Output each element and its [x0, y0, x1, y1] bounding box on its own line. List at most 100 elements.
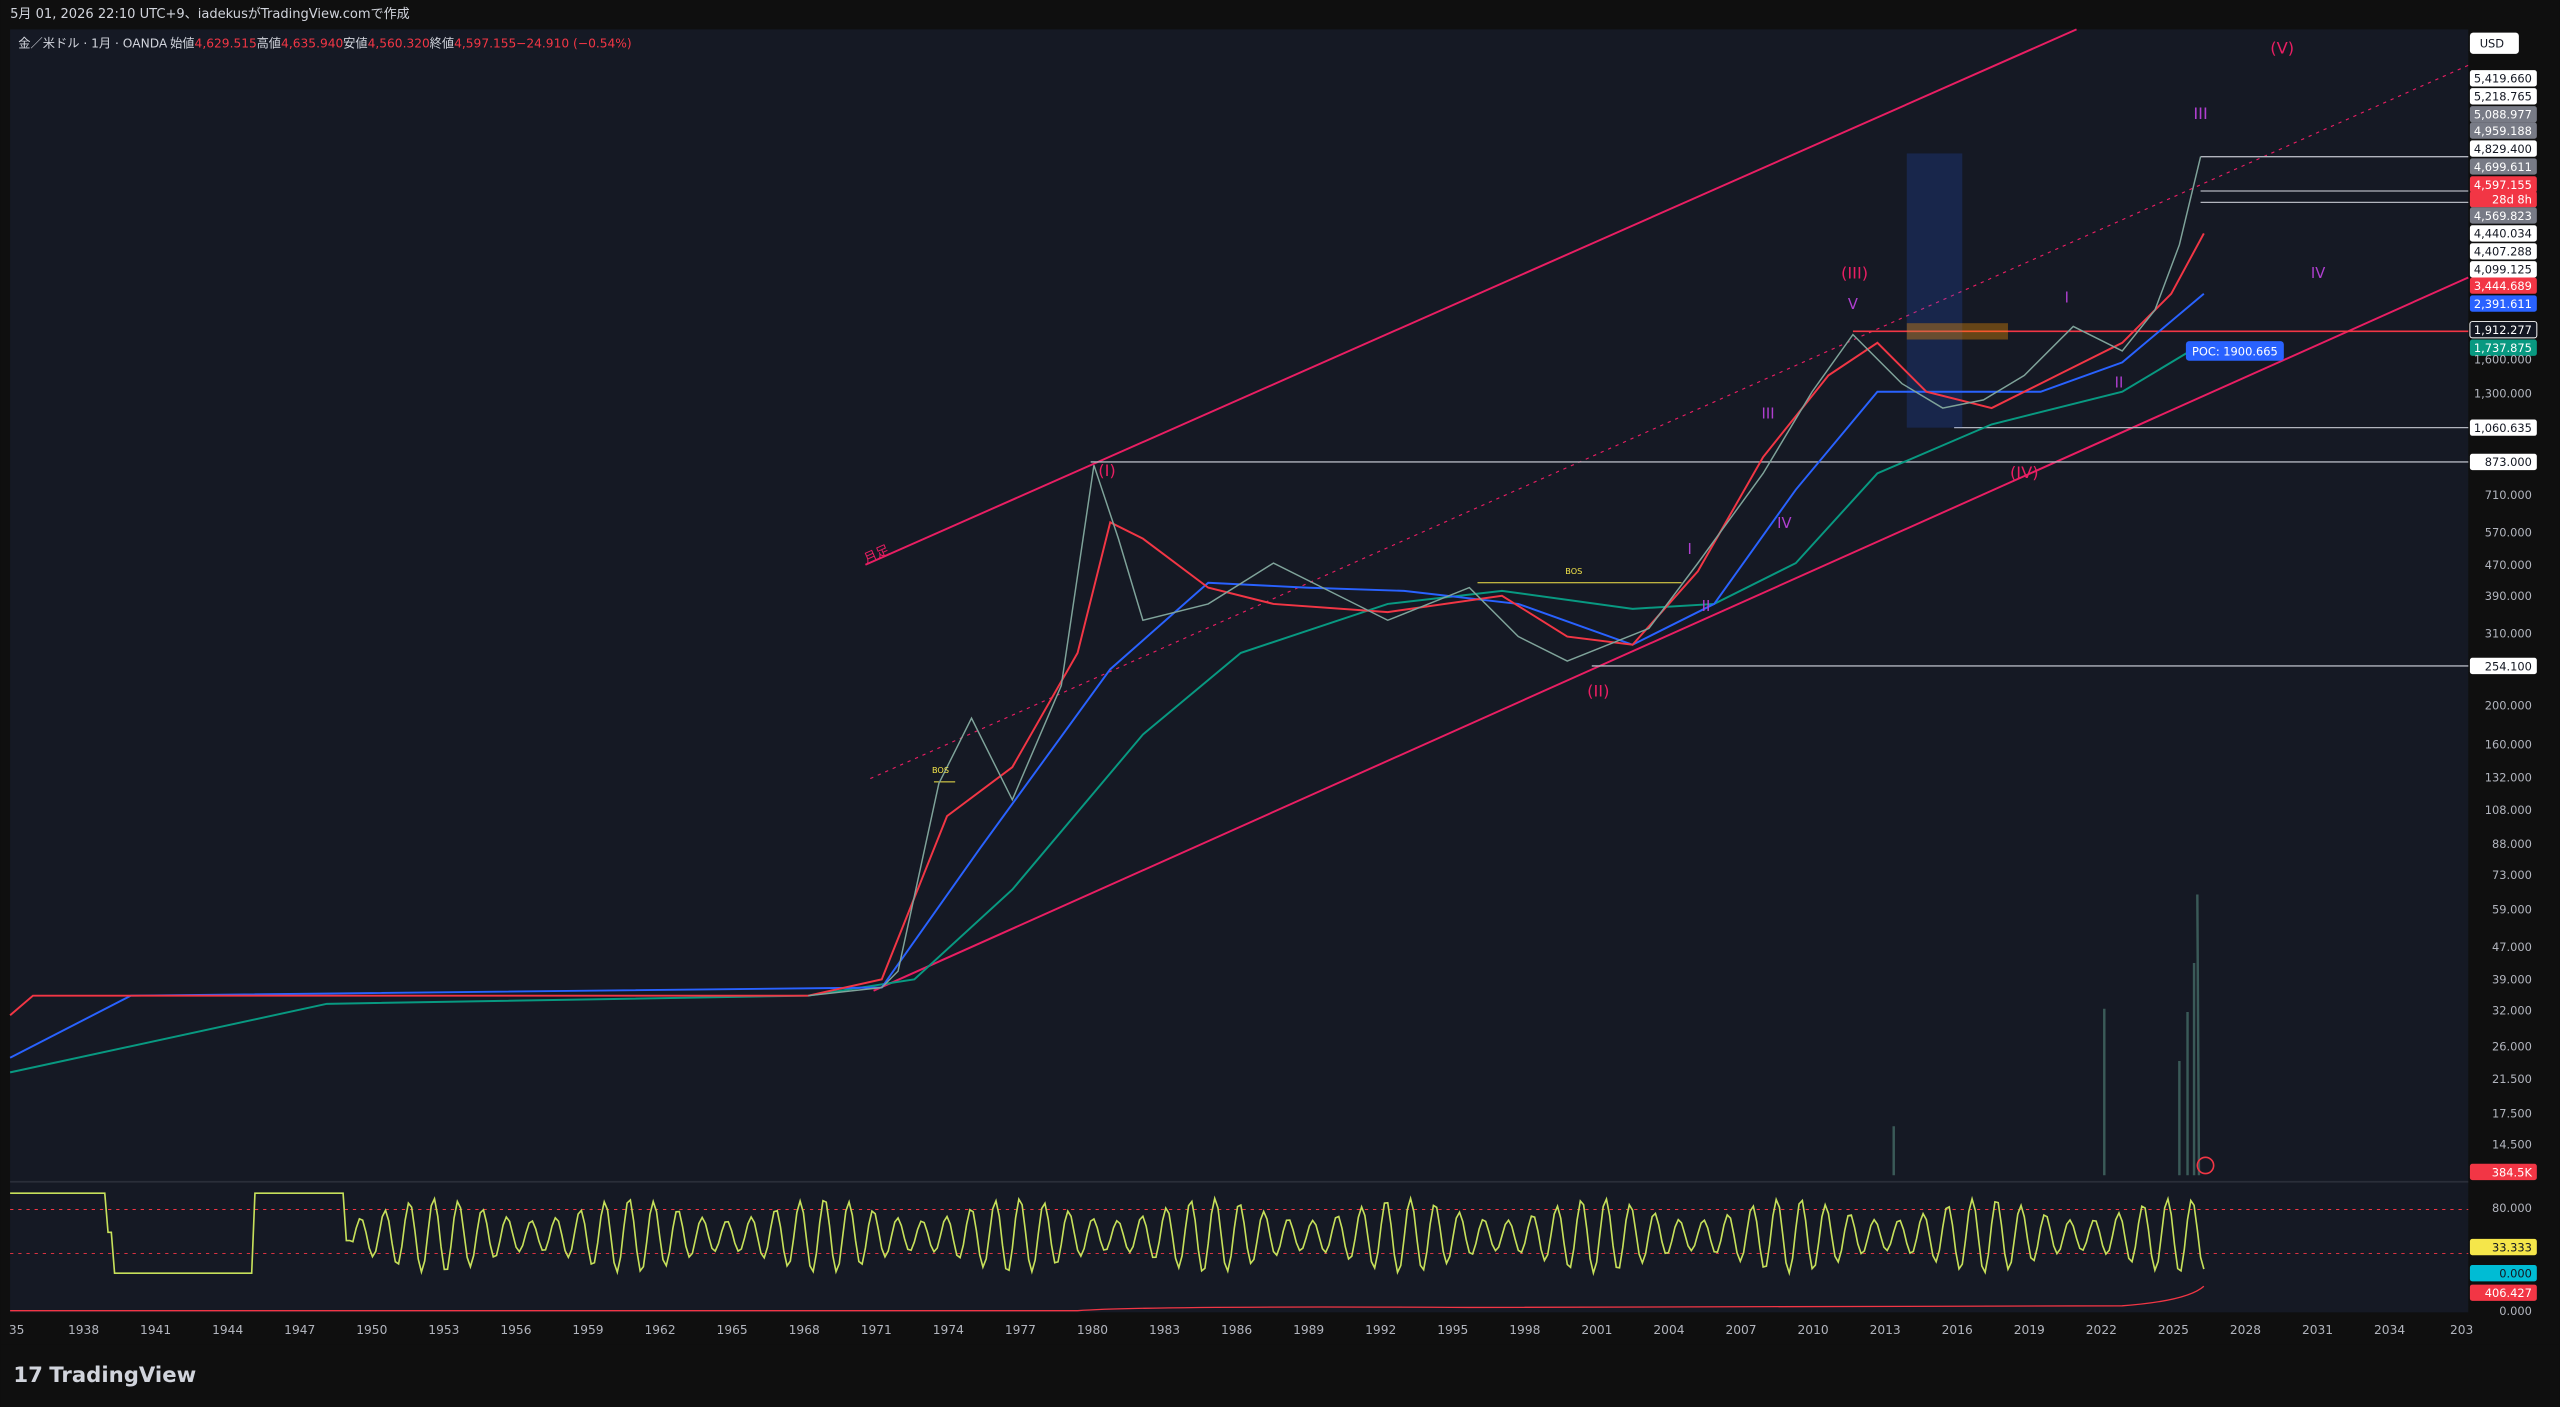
footer — [0, 1344, 2560, 1407]
price-label: 4,407.288 — [2474, 245, 2532, 259]
plot-area — [10, 29, 2469, 1313]
time-label: 2028 — [2230, 1323, 2261, 1337]
time-label: 2031 — [2302, 1323, 2333, 1337]
price-label: 1,737.875 — [2474, 341, 2532, 355]
price-label: 73.000 — [2492, 868, 2532, 882]
price-label: 33.333 — [2492, 1240, 2532, 1254]
wave-label: (II) — [1587, 682, 1609, 701]
price-label: 200.000 — [2485, 698, 2532, 712]
price-label: 160.000 — [2485, 738, 2532, 752]
price-label: 4,829.400 — [2474, 142, 2532, 156]
price-label-box — [2469, 295, 2537, 312]
price-label: 4,569.823 — [2474, 209, 2532, 223]
channel-mid — [870, 64, 2469, 780]
price-label-box — [2469, 106, 2537, 123]
wave-label: IV — [1777, 515, 1791, 532]
price-label-box — [2469, 321, 2538, 339]
wave-label: I — [1688, 541, 1692, 558]
price-label: 4,099.125 — [2474, 263, 2532, 277]
price-label-box — [2469, 1284, 2537, 1301]
time-label: 1956 — [500, 1323, 531, 1337]
time-label: 1986 — [1221, 1323, 1252, 1337]
high: 4,635.940 — [281, 37, 343, 51]
brand: TradingView — [49, 1363, 196, 1388]
close: 4,597.155 — [454, 37, 516, 51]
price-label: 384.5K — [2492, 1165, 2533, 1179]
symbol: 金／米ドル · 1月 · OANDA — [18, 37, 168, 51]
wave-label: II — [2115, 375, 2124, 392]
price-label: 470.000 — [2485, 558, 2532, 572]
price-label-box — [2469, 1238, 2537, 1256]
price-label: 406.427 — [2485, 1286, 2532, 1300]
time-label: 2001 — [1581, 1323, 1612, 1337]
price-label: 26.000 — [2492, 1040, 2532, 1054]
price-label: 28d 8h — [2492, 192, 2532, 206]
price-label: 0.000 — [2499, 1266, 2532, 1280]
price-label: 108.000 — [2485, 803, 2532, 817]
price-label: 310.000 — [2485, 627, 2532, 641]
price-label: 3,444.689 — [2474, 279, 2532, 293]
open-label: 始値 — [170, 36, 194, 51]
price-label: 80.000 — [2492, 1201, 2532, 1215]
time-label: 1962 — [645, 1323, 676, 1337]
price-label-box — [2469, 243, 2537, 260]
wave-label: IV — [2311, 265, 2325, 282]
wave-label: III — [1762, 406, 1775, 423]
channel-lower — [873, 276, 2469, 992]
price-label-box — [2469, 277, 2537, 294]
price-label-box — [2469, 339, 2537, 356]
wave-label: II — [1702, 598, 1711, 615]
alert-icon — [2196, 1156, 2215, 1175]
time-label: 1953 — [428, 1323, 459, 1337]
change: −24.910 (−0.54%) — [516, 37, 632, 51]
price-label: 21.500 — [2492, 1072, 2532, 1086]
price-label: 1,300.000 — [2474, 387, 2532, 401]
time-label: 203 — [2450, 1323, 2473, 1337]
low: 4,560.320 — [368, 37, 430, 51]
price-label: 4,959.188 — [2474, 124, 2532, 138]
header-caption: 5月 01, 2026 22:10 UTC+9、iadekusがTradingV… — [10, 7, 410, 22]
wave-label: (V) — [2270, 38, 2294, 57]
time-label: 1941 — [140, 1323, 171, 1337]
time-label: 1968 — [789, 1323, 820, 1337]
poc-box — [2185, 341, 2284, 361]
wave-label: (III) — [1841, 264, 1868, 283]
close-label: 終値 — [430, 36, 454, 51]
oscillator — [10, 1192, 2205, 1277]
logo-mark: 17 — [13, 1363, 43, 1388]
time-label: 1965 — [717, 1323, 748, 1337]
price-label: 14.500 — [2492, 1138, 2532, 1152]
currency: USD — [2480, 37, 2505, 51]
wave-label: (I) — [1098, 461, 1116, 480]
price-label: 17.500 — [2492, 1107, 2532, 1121]
price-label: 4,597.155 — [2474, 178, 2532, 192]
time-label: 2022 — [2086, 1323, 2117, 1337]
channel-upper — [865, 28, 2077, 566]
price-label-box — [2469, 176, 2537, 193]
time-label: 2010 — [1798, 1323, 1829, 1337]
price-label: 4,699.611 — [2474, 160, 2532, 174]
legend: 金／米ドル · 1月 · OANDA 始値 4,629.515 高値 4,635… — [18, 36, 631, 51]
price-label: 254.100 — [2485, 659, 2532, 673]
ma-red — [9, 232, 2205, 1017]
price-label: 1,600.000 — [2474, 352, 2532, 366]
time-label: 1974 — [933, 1323, 964, 1337]
price-label-box — [2469, 140, 2537, 157]
time-label: 1998 — [1509, 1323, 1540, 1337]
price-label: 88.000 — [2492, 837, 2532, 851]
time-label: 1995 — [1437, 1323, 1468, 1337]
high-label: 高値 — [257, 36, 281, 51]
price-label: 39.000 — [2492, 973, 2532, 987]
price-label-box — [2469, 158, 2537, 175]
time-label: 1983 — [1149, 1323, 1180, 1337]
currency-box — [2469, 32, 2519, 54]
price-label: 390.000 — [2485, 589, 2532, 603]
price-label: 5,088.977 — [2474, 108, 2532, 122]
price-label-box — [2469, 419, 2537, 436]
time-label: 1980 — [1077, 1323, 1108, 1337]
price-label: 4,440.034 — [2474, 227, 2532, 241]
time-label: 1971 — [861, 1323, 892, 1337]
time-label: 2004 — [1653, 1323, 1684, 1337]
bos-label: BOS — [932, 765, 949, 775]
